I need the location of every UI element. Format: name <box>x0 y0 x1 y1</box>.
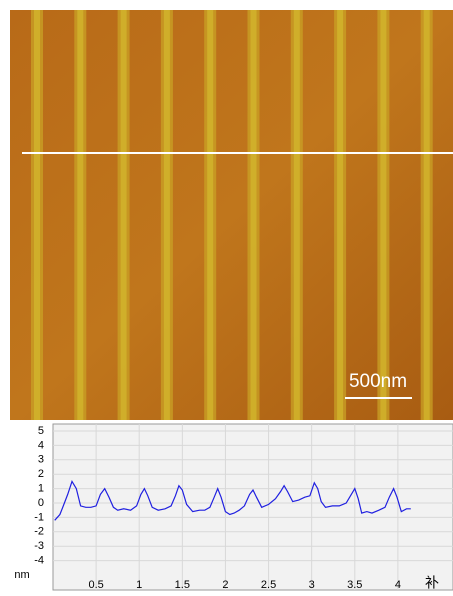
afm-stripe-core <box>250 10 257 420</box>
afm-image <box>10 10 453 420</box>
afm-stripe-core <box>293 10 300 420</box>
afm-stripe-core <box>34 10 40 420</box>
y-tick-label: -4 <box>34 555 44 567</box>
profile-curve <box>54 479 411 521</box>
y-tick-label: -3 <box>34 540 44 552</box>
x-axis-label: 补 <box>425 575 439 591</box>
x-tick-label: 3 <box>309 579 315 591</box>
y-tick-label: 2 <box>38 468 44 480</box>
afm-stripe-core <box>163 10 170 420</box>
y-tick-label: 1 <box>38 483 44 495</box>
afm-stripe-core <box>120 10 127 420</box>
y-tick-label: 0 <box>38 497 44 509</box>
afm-stripe-core <box>77 10 84 420</box>
x-tick-label: 2.5 <box>261 579 276 591</box>
afm-stripe-core <box>207 10 214 420</box>
scale-label: 500nm <box>349 371 407 392</box>
plot-area <box>52 423 453 591</box>
y-tick-label: 3 <box>38 454 44 466</box>
y-tick-label: -1 <box>34 511 44 523</box>
afm-stripe-core <box>423 10 430 420</box>
x-tick-label: 2 <box>222 579 228 591</box>
x-tick-label: 1.5 <box>175 579 190 591</box>
x-tick-label: 3.5 <box>347 579 362 591</box>
x-tick-label: 1 <box>136 579 142 591</box>
afm-stripe-core <box>337 10 344 420</box>
x-tick-label: 4 <box>395 579 401 591</box>
y-tick-label: 4 <box>38 439 44 451</box>
y-axis-label: nm <box>14 569 29 581</box>
y-tick-label: 5 <box>38 425 44 437</box>
x-tick-label: 0.5 <box>88 579 103 591</box>
y-tick-label: -2 <box>34 526 44 538</box>
afm-stripe-core <box>380 10 387 420</box>
